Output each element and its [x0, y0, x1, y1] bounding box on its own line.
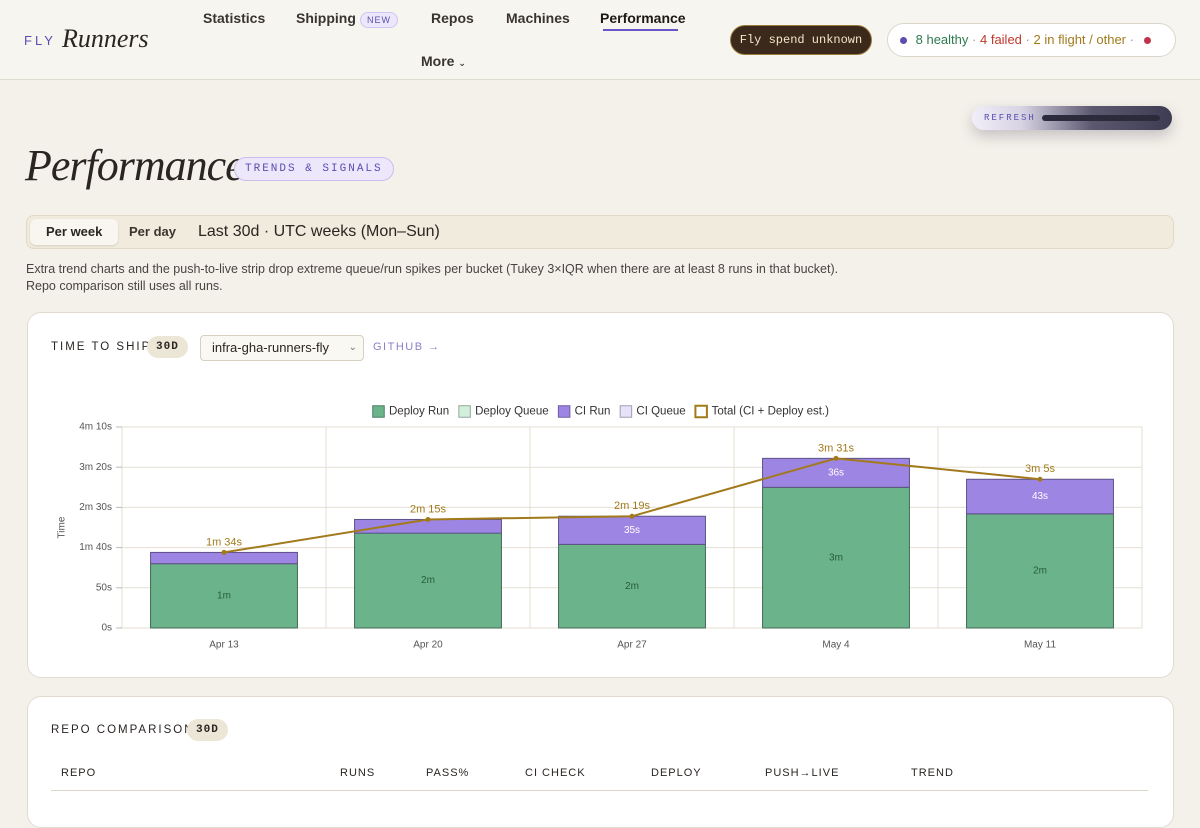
nav-link-active[interactable]: Performance	[600, 10, 686, 26]
status-healthy: 8 healthy	[915, 32, 969, 47]
total-point	[1037, 476, 1043, 482]
tab[interactable]: Per day	[129, 224, 176, 239]
separator: ·	[1025, 32, 1030, 47]
status-failed: 4 failed	[979, 32, 1022, 47]
y-tick-label: 4m 10s	[79, 422, 112, 433]
github-link[interactable]: GITHUB →	[373, 341, 441, 353]
period-pill: 30D	[147, 336, 188, 358]
bar-value-label: 1m	[217, 590, 231, 601]
legend: Deploy Run Deploy Queue CI Run CI Queue Tota…	[372, 404, 829, 419]
legend-swatch	[372, 405, 385, 418]
caret: ⌄	[458, 58, 466, 68]
legend-label: Deploy Run	[389, 406, 449, 418]
note: Repo comparison still uses all runs.	[26, 279, 223, 293]
total-value-label: 2m 19s	[614, 500, 651, 512]
status-dot	[900, 37, 907, 45]
column-header: PUSH→LIVE	[765, 767, 840, 779]
bar-value-label: 43s	[1032, 491, 1048, 502]
x-tick-label: Apr 13	[209, 640, 239, 651]
bar-segment	[762, 486, 910, 629]
total-point	[833, 455, 839, 461]
brand[interactable]: Runners	[62, 24, 149, 53]
period-pill: 30D	[187, 719, 228, 741]
status-inflight: 2 in flight / other	[1033, 32, 1127, 47]
section-title: TIME TO SHIP	[51, 341, 152, 353]
y-tick-label: 50s	[96, 582, 112, 593]
legend-label: Total (CI + Deploy est.)	[712, 406, 829, 418]
total-value-label: 1m 34s	[206, 536, 243, 548]
nav-link[interactable]: Statistics	[203, 10, 266, 26]
table-rule	[51, 790, 1148, 791]
column-header: PASS%	[426, 767, 470, 779]
refresh-progress	[1042, 115, 1160, 121]
separator: ·	[972, 32, 977, 47]
legend-swatch	[458, 405, 471, 418]
refresh-button[interactable]: REFRESH	[972, 106, 1172, 130]
y-tick-label: 1m 40s	[79, 542, 112, 553]
y-tick-label: 0s	[101, 623, 112, 634]
nav-link[interactable]: Machines	[506, 10, 570, 26]
note: Extra trend charts and the push-to-live …	[26, 262, 839, 276]
bar-value-label: 3m	[829, 552, 843, 563]
select-value: infra-gha-runners-fly	[212, 340, 330, 355]
column-header: DEPLOY	[651, 767, 702, 779]
bar-value-label: 36s	[828, 467, 844, 478]
column-header: RUNS	[340, 767, 376, 779]
legend-label: Deploy Queue	[475, 406, 549, 418]
nav-link: More	[421, 53, 455, 69]
select-caret: ⌄	[348, 342, 357, 353]
x-tick-label: Apr 20	[413, 640, 443, 651]
legend-swatch	[619, 405, 633, 418]
y-tick-label: 3m 20s	[79, 462, 112, 473]
total-value-label: 3m 5s	[1025, 463, 1055, 475]
brand-prefix: FLY	[24, 33, 56, 48]
bar-value-label: 2m	[1033, 566, 1047, 577]
y-axis-title: Time	[57, 516, 68, 538]
range-label: Last 30d · UTC weeks (Mon–Sun)	[198, 223, 440, 240]
legend-swatch	[557, 405, 571, 418]
bar-segment	[354, 532, 502, 629]
page-badge: TRENDS & SIGNALS	[234, 157, 394, 181]
x-tick-label: Apr 27	[617, 640, 647, 651]
nav-link[interactable]: Repos	[431, 10, 474, 26]
refresh-label: REFRESH	[984, 113, 1036, 123]
legend-label: CI Queue	[636, 406, 685, 418]
nav-more[interactable]: More ⌄	[421, 53, 466, 69]
status-dot	[1143, 37, 1151, 45]
column-header: REPO	[61, 767, 97, 779]
separator: ·	[1129, 32, 1134, 47]
total-point	[629, 513, 635, 519]
tab-active[interactable]: Per week	[30, 219, 119, 245]
bar-value-label: 2m	[421, 575, 435, 586]
time-to-ship-chart: 0s 50s 1m 40s 2m 30s 3m 20s 4m 10s Time Deploy …	[57, 404, 1143, 651]
legend-label: CI Run	[575, 406, 611, 418]
page-title: Performance	[25, 141, 245, 190]
bar-segment	[966, 513, 1114, 629]
repo-select[interactable]: infra-gha-runners-fly ⌄	[200, 335, 364, 361]
x-tick-label: May 4	[822, 640, 850, 651]
section-title: REPO COMPARISON	[51, 724, 195, 736]
repo-comparison-card	[27, 696, 1174, 828]
y-tick-label: 2m 30s	[79, 502, 112, 513]
nav-link[interactable]: Shipping	[296, 10, 356, 26]
bar-value-label: 2m	[625, 581, 639, 592]
total-point	[221, 549, 227, 555]
total-value-label: 3m 31s	[818, 442, 855, 454]
column-header: CI CHECK	[525, 767, 586, 779]
bar-segment	[150, 563, 298, 629]
column-header: TREND	[911, 767, 954, 779]
active-underline	[603, 29, 678, 31]
total-point	[425, 516, 431, 522]
status-pill[interactable]: 8 healthy · 4 failed · 2 in flight / oth…	[887, 23, 1176, 57]
spend-button[interactable]: Fly spend unknown	[730, 25, 872, 55]
legend-swatch	[694, 404, 708, 419]
period-bar: Per week Per day Last 30d · UTC weeks (M…	[26, 215, 1174, 249]
total-value-label: 2m 15s	[410, 503, 447, 515]
x-tick-label: May 11	[1024, 640, 1056, 651]
new-badge: NEW	[360, 12, 398, 28]
top-bar: FLY Runners Statistics Shipping NEW Repo…	[0, 0, 1200, 80]
bar-value-label: 35s	[624, 525, 640, 536]
